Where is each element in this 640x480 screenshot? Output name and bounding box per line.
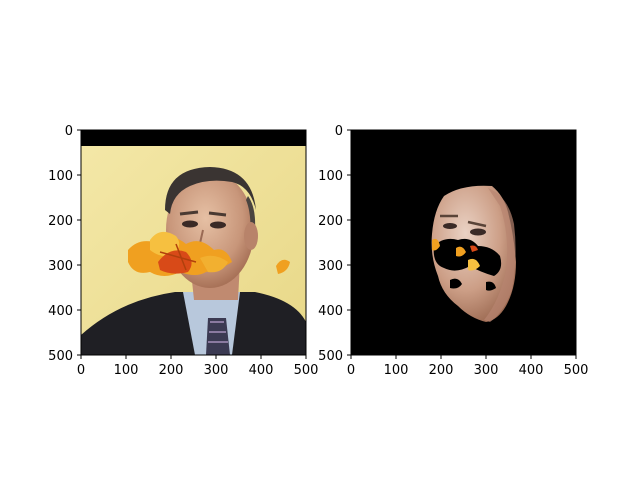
left-ytick-1: 100: [48, 169, 73, 184]
left-ytick-4: 400: [48, 304, 73, 319]
left-ytick-5: 500: [48, 349, 73, 364]
right-xtick-0: 0: [347, 363, 355, 378]
right-x-ticks: 0 100 200 300 400 500: [347, 355, 589, 378]
left-xtick-5: 500: [294, 363, 319, 378]
left-ytick-0: 0: [65, 124, 73, 139]
right-ytick-3: 300: [318, 259, 343, 274]
right-xtick-3: 300: [474, 363, 499, 378]
leaf-occlusion: [128, 231, 290, 276]
occlusion-holes: [432, 238, 502, 291]
right-ytick-2: 200: [318, 214, 343, 229]
right-xtick-4: 400: [519, 363, 544, 378]
left-ytick-2: 200: [48, 214, 73, 229]
left-xtick-3: 300: [204, 363, 229, 378]
left-xtick-0: 0: [77, 363, 85, 378]
left-xtick-2: 200: [159, 363, 184, 378]
left-ytick-3: 300: [48, 259, 73, 274]
right-ytick-0: 0: [335, 124, 343, 139]
left-xtick-4: 400: [249, 363, 274, 378]
right-xtick-1: 100: [384, 363, 409, 378]
left-y-ticks: 0 100 200 300 400 500: [48, 124, 81, 364]
right-ytick-5: 500: [318, 349, 343, 364]
left-x-ticks: 0 100 200 300 400 500: [77, 355, 319, 378]
right-axes: 0 100 200 300 400 500 0 100 200 300 400 …: [318, 124, 588, 378]
left-xtick-1: 100: [114, 363, 139, 378]
right-ytick-4: 400: [318, 304, 343, 319]
right-ytick-1: 100: [318, 169, 343, 184]
left-image: [81, 130, 306, 355]
left-axes: 0 100 200 300 400 500 0 100 200 300 400 …: [48, 124, 318, 378]
right-image: [351, 130, 576, 355]
right-xtick-2: 200: [429, 363, 454, 378]
right-y-ticks: 0 100 200 300 400 500: [318, 124, 351, 364]
right-xtick-5: 500: [564, 363, 589, 378]
